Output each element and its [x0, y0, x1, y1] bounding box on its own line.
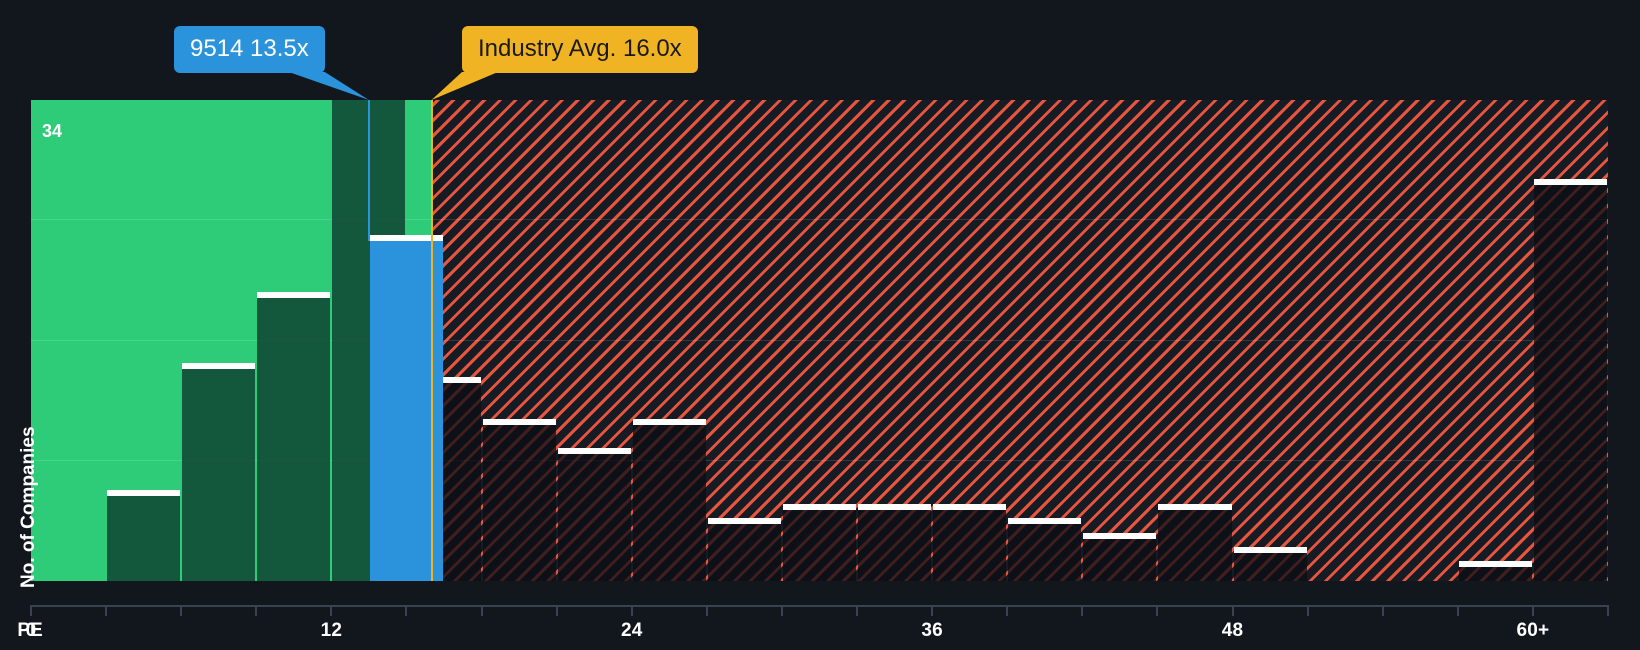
x-axis-tick [555, 605, 558, 616]
x-axis-tick [30, 605, 32, 616]
histogram-bar[interactable] [933, 504, 1007, 581]
bar-top-cap [1533, 178, 1607, 185]
x-axis-tick [1531, 605, 1534, 616]
x-axis-tick [630, 605, 633, 616]
bar-top-cap [782, 504, 857, 511]
x-axis-tick [1306, 605, 1309, 616]
y-axis-title: No. of Companies [18, 426, 39, 588]
x-axis-tick [105, 605, 108, 616]
x-axis-tick-label: 60+ [1516, 620, 1550, 641]
histogram-bar[interactable] [858, 504, 932, 581]
company-callout[interactable]: 9514 13.5x [174, 26, 325, 73]
bar-top-cap [557, 447, 631, 454]
bar-top-cap [407, 376, 481, 383]
y-axis-max-label: 34 [42, 121, 63, 141]
x-axis-tick [931, 605, 934, 616]
company-callout-label: 9514 13.5x [190, 35, 309, 62]
x-axis-tick [1231, 605, 1234, 616]
x-axis-tick-label: 0 [25, 620, 37, 641]
histogram-bar[interactable] [782, 504, 857, 581]
bar-top-cap [1458, 560, 1532, 567]
industry-marker-line [430, 100, 433, 581]
bar-top-cap [707, 518, 781, 525]
x-axis-tick [1381, 605, 1384, 616]
x-axis-tick [1081, 605, 1084, 616]
histogram-bar[interactable] [107, 490, 181, 581]
x-axis-tick [856, 605, 859, 616]
bar-top-cap [182, 362, 256, 369]
x-axis-tick [780, 605, 783, 616]
x-axis-tick [1456, 605, 1459, 616]
histogram-bar[interactable] [1458, 560, 1532, 581]
x-axis-tick [255, 605, 258, 616]
histogram-bar[interactable] [1158, 504, 1232, 581]
x-axis-line [31, 605, 1608, 607]
x-axis-tick-label: 48 [1221, 620, 1244, 641]
bar-top-cap [107, 490, 181, 497]
histogram-bar[interactable] [1533, 178, 1607, 581]
bar-top-cap [933, 504, 1007, 511]
bar-top-cap [1083, 532, 1157, 539]
company-callout-tail [288, 72, 369, 100]
x-axis-tick-label: 24 [620, 620, 643, 641]
bar-top-cap [858, 504, 932, 511]
bar-top-cap [632, 419, 706, 426]
overvalued-zone [431, 100, 1608, 581]
bar-top-cap [1233, 546, 1307, 553]
histogram-bar[interactable] [1083, 532, 1157, 581]
histogram-bar[interactable] [1008, 518, 1082, 581]
x-axis-tick [330, 605, 333, 616]
histogram-bar[interactable] [257, 292, 331, 581]
histogram-bar[interactable] [632, 419, 706, 581]
bar-top-cap [482, 419, 556, 426]
x-axis-tick [1156, 605, 1159, 616]
company-marker-line [367, 100, 370, 242]
x-axis-tick [405, 605, 408, 616]
x-axis-title: PE [17, 620, 43, 641]
x-axis-tick [480, 605, 483, 616]
bar-top-cap [1008, 518, 1082, 525]
x-axis-tick [1006, 605, 1009, 616]
industry-callout[interactable]: Industry Avg. 16.0x [462, 26, 698, 73]
histogram-bar[interactable] [707, 518, 781, 581]
industry-callout-tail [431, 72, 498, 100]
plot-area [31, 100, 1608, 581]
industry-callout-label: Industry Avg. 16.0x [478, 35, 682, 62]
x-axis-tick-label: 12 [320, 620, 343, 641]
histogram-bar[interactable] [1233, 546, 1307, 581]
bar-top-cap [369, 235, 444, 242]
histogram-bar[interactable] [482, 419, 556, 581]
histogram-bar[interactable] [182, 362, 256, 581]
x-axis-tick-label: 36 [921, 620, 943, 641]
bar-top-cap [1158, 504, 1232, 511]
x-axis-tick [1607, 605, 1609, 616]
x-axis-tick [180, 605, 183, 616]
histogram-bar[interactable] [557, 447, 631, 581]
bar-top-cap [257, 292, 331, 299]
x-axis-tick [705, 605, 708, 616]
